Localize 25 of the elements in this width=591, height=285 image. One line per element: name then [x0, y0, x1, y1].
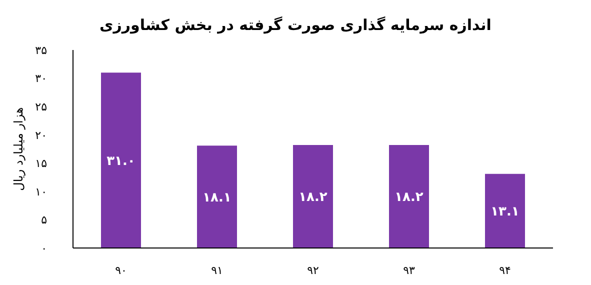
- bar: [197, 146, 237, 248]
- x-tick-label: ۹۴: [499, 264, 511, 277]
- x-tick-label: ۹۰: [115, 264, 127, 277]
- y-tick-label: ۱۵: [35, 157, 48, 170]
- y-tick-label: ۳۰: [35, 72, 47, 86]
- y-tick-label: ۰: [41, 242, 47, 255]
- y-tick-label: ۳۵: [35, 44, 48, 57]
- data-label: ۱۸.۱: [202, 190, 232, 206]
- chart-title: اندازه سرمایه گذاری صورت گرفته در بخش کشاورزی: [98, 15, 492, 36]
- x-tick-label: ۹۳: [403, 264, 415, 277]
- bar: [101, 72, 141, 248]
- data-label: ۱۳.۱: [490, 204, 520, 220]
- y-axis-title: هزار میلیارد ریال: [11, 107, 26, 191]
- data-label: ۱۸.۲: [394, 190, 424, 206]
- y-tick-label: ۱۰: [35, 185, 47, 198]
- y-tick-label: ۲۵: [35, 100, 48, 114]
- data-label: ۳۱.۰: [106, 154, 136, 169]
- x-tick-label: ۹۱: [211, 264, 223, 277]
- y-tick-label: ۲۰: [35, 128, 47, 142]
- x-tick-label: ۹۲: [307, 264, 319, 277]
- bar: [293, 145, 333, 248]
- data-label: ۱۸.۲: [298, 190, 328, 206]
- bar: [389, 145, 429, 248]
- y-tick-label: ۵: [41, 214, 48, 227]
- bar: [485, 174, 525, 248]
